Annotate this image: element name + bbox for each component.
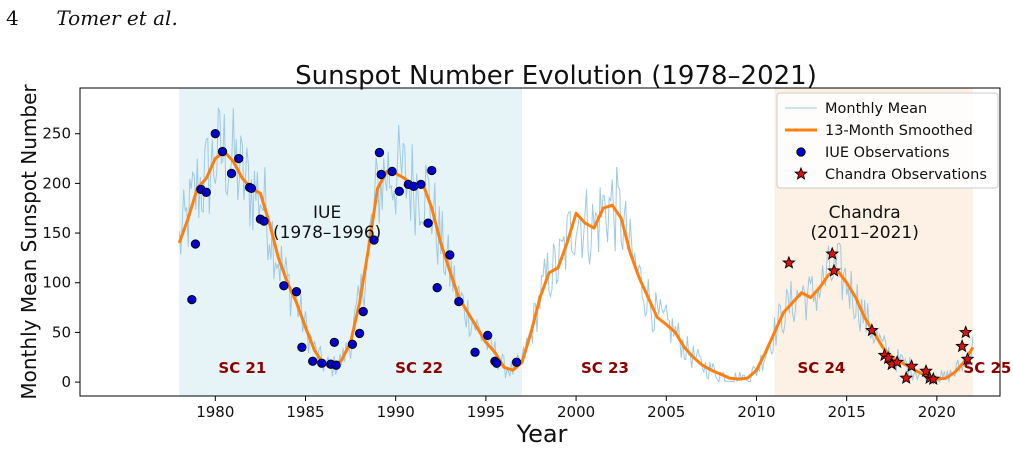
iue-point [259, 216, 269, 226]
iue-point [511, 357, 522, 367]
smoothed-line [177, 150, 975, 381]
legend-label: 13-Month Smoothed [825, 123, 973, 139]
legend-label: Chandra Observations [825, 167, 987, 183]
page-number: 4 [6, 6, 19, 30]
iue-point [369, 235, 379, 245]
iue-point [291, 287, 302, 297]
y-axis-label: Monthly Mean Sunspot Number [17, 84, 41, 400]
x-tick-label: 1990 [377, 403, 415, 421]
x-tick-label: 2015 [828, 403, 866, 421]
iue-point [234, 153, 244, 164]
iue-point [376, 169, 386, 180]
y-tick-label: 0 [61, 373, 71, 391]
chandra-point [899, 370, 914, 385]
legend: Monthly Mean 13-Month Smoothed IUE Observa… [776, 92, 999, 189]
iue-point [210, 129, 220, 139]
iue-point [187, 294, 197, 305]
iue-point [416, 179, 426, 190]
iue-point [317, 358, 327, 368]
iue-point [374, 147, 385, 158]
iue-point [432, 283, 442, 293]
cycle-label: SC 23 [581, 359, 629, 377]
y-tick-label: 200 [42, 174, 71, 192]
iue-point [445, 250, 455, 260]
chandra-point [890, 354, 905, 369]
x-tick-label: 1980 [196, 403, 234, 421]
axes: 1980 1985 1990 1995 2000 2005 2010 2015 2020 0 50 1… [42, 87, 1001, 421]
x-tick-label: 2010 [737, 403, 775, 421]
chandra-point [926, 371, 941, 386]
chandra-point [960, 351, 975, 366]
iue-point [347, 339, 358, 349]
iue-point [279, 281, 289, 291]
y-tick-label: 250 [42, 125, 71, 143]
plot-frame [79, 87, 1001, 397]
iue-point [423, 218, 433, 228]
y-tick-label: 150 [42, 224, 71, 242]
y-tick-label: 100 [42, 274, 71, 292]
x-tick-label: 2020 [918, 403, 956, 421]
x-tick-label: 2000 [557, 403, 595, 421]
chandra-point [825, 246, 840, 260]
y-tick-label: 50 [52, 323, 71, 341]
smoothed-series [177, 150, 975, 381]
iue-point [297, 342, 307, 352]
page-header: 4 Tomer et al. [6, 6, 178, 30]
iue-point [492, 358, 502, 368]
iue-point [308, 356, 318, 366]
cycle-label: SC 21 [218, 359, 266, 377]
chandra-point [904, 358, 919, 372]
legend-handle-chandra [794, 166, 808, 180]
iue-point [331, 360, 341, 370]
cycle-label: SC 24 [797, 359, 845, 377]
chandra-point [955, 339, 969, 353]
monthly-mean-series [178, 107, 974, 383]
legend-handle-iue [796, 147, 806, 157]
iue-point [387, 166, 397, 177]
iue-point [394, 186, 404, 196]
iue-point [354, 328, 365, 339]
x-tick-label: 1995 [467, 403, 505, 421]
chart-title: Sunspot Number Evolution (1978–2021) [295, 61, 817, 91]
chandra-point [958, 325, 973, 339]
monthly-mean-line [178, 107, 974, 383]
x-tick-label: 1985 [286, 403, 324, 421]
legend-box [776, 92, 999, 189]
cycle-label: SC 25 [963, 359, 1011, 377]
iue-point [246, 183, 257, 193]
x-tick-label: 2005 [647, 403, 685, 421]
iue-point [358, 306, 368, 317]
iue-point [329, 337, 340, 347]
iue-point [470, 347, 480, 357]
x-axis-label: Year [516, 420, 568, 448]
observation-points [187, 129, 975, 386]
iue-point [190, 239, 201, 249]
chandra-point [865, 323, 879, 337]
iue-point [454, 296, 464, 307]
annotations: IUE (1978–1996) Chandra (2011–2021) SC 21 SC … [218, 203, 1011, 377]
chandra-point [881, 350, 896, 365]
legend-label: IUE Observations [825, 145, 950, 161]
running-head-authors: Tomer et al. [56, 6, 178, 30]
region-label: Chandra (2011–2021) [811, 203, 919, 243]
region-label: IUE (1978–1996) [273, 203, 381, 243]
iue-point [483, 330, 493, 341]
iue-point [226, 168, 237, 179]
iue-point [201, 187, 211, 197]
iue-point [217, 146, 228, 157]
legend-label: Monthly Mean [825, 101, 927, 117]
chandra-point [782, 255, 796, 269]
cycle-label: SC 22 [395, 359, 443, 377]
chandra-point [827, 263, 841, 277]
iue-point [427, 165, 437, 176]
